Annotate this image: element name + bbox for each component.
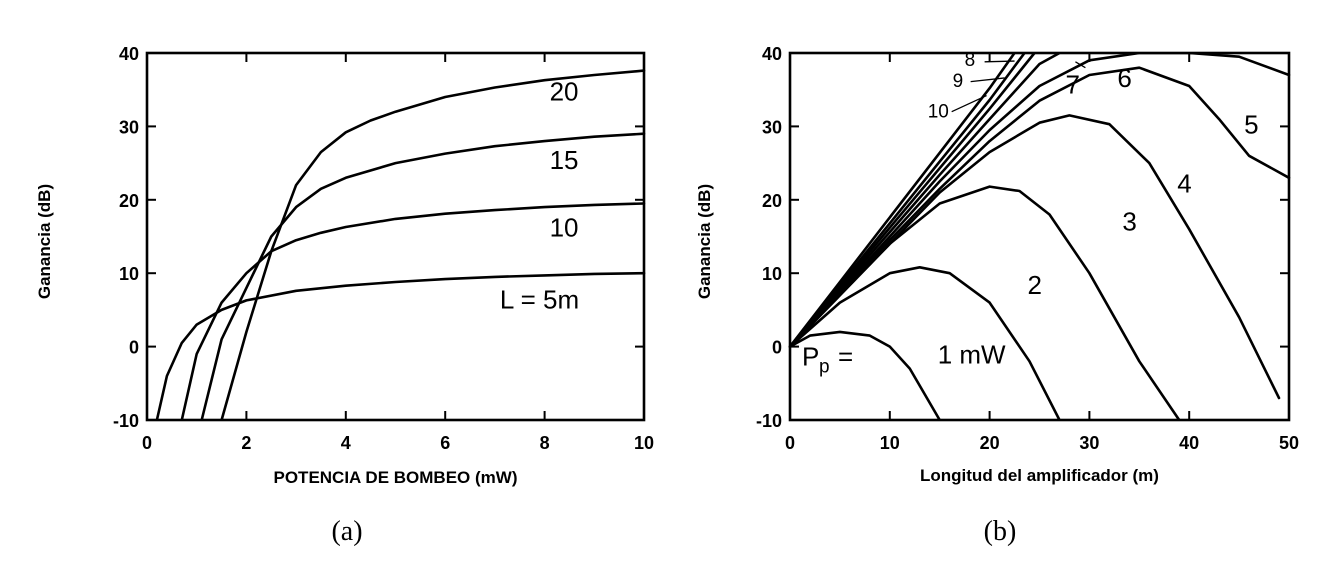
series-line-b-8 bbox=[788, 51, 1026, 348]
y-tick-label: 30 bbox=[119, 117, 139, 137]
label-leader-line bbox=[951, 94, 987, 113]
series-line-a-2 bbox=[200, 132, 646, 422]
series-line-a-1 bbox=[180, 202, 646, 422]
x-axis-label: POTENCIA DE BOMBEO (mW) bbox=[274, 468, 518, 487]
x-tick-label: 0 bbox=[142, 433, 152, 453]
series-line-b-0 bbox=[788, 330, 941, 422]
series-line-b-2 bbox=[788, 185, 1181, 422]
label-leader-line bbox=[970, 77, 1005, 83]
plot-frame bbox=[788, 51, 1291, 422]
series-line-b-3 bbox=[788, 114, 1281, 400]
x-tick-label: 6 bbox=[440, 433, 450, 453]
x-tick-label: 4 bbox=[341, 433, 351, 453]
curve-label: 8 bbox=[965, 50, 976, 71]
curve-label: 4 bbox=[1177, 168, 1191, 198]
curve-label: 5 bbox=[1244, 110, 1258, 140]
mask-bottom bbox=[730, 421, 1338, 441]
x-axis-label: Longitud del amplificador (m) bbox=[920, 466, 1159, 485]
curve-label: 10 bbox=[928, 102, 949, 123]
panel-caption: (b) bbox=[984, 516, 1017, 547]
series-line-b-6 bbox=[788, 51, 1061, 348]
y-tick-label: 40 bbox=[762, 44, 782, 64]
curve-label: 20 bbox=[550, 77, 579, 107]
x-tick-label: 30 bbox=[1079, 433, 1099, 453]
x-tick-label: 10 bbox=[880, 433, 900, 453]
label-leader-line bbox=[984, 60, 1015, 63]
mask-top bbox=[730, 0, 1338, 52]
y-tick-label: 20 bbox=[762, 191, 782, 211]
x-tick-label: 0 bbox=[785, 433, 795, 453]
series-line-a-0 bbox=[155, 271, 646, 422]
curve-label: 10 bbox=[550, 213, 579, 243]
curve-label: 3 bbox=[1122, 207, 1136, 237]
x-tick-label: 8 bbox=[540, 433, 550, 453]
pump-power-subscript: p bbox=[819, 357, 830, 378]
series-line-b-9 bbox=[788, 51, 1016, 348]
x-tick-label: 20 bbox=[980, 433, 1000, 453]
series-line-b-1 bbox=[788, 266, 1061, 422]
y-tick-label: -10 bbox=[113, 411, 139, 431]
y-tick-label: 40 bbox=[119, 44, 139, 64]
curve-label: 7 bbox=[1065, 69, 1079, 99]
curve-label: 2 bbox=[1028, 270, 1042, 300]
curve-label: L = 5m bbox=[500, 284, 579, 314]
y-axis-label: Ganancia (dB) bbox=[35, 184, 54, 299]
x-tick-label: 40 bbox=[1179, 433, 1199, 453]
label-leader-line bbox=[1075, 61, 1086, 69]
curve-label: 1 mW bbox=[938, 339, 1006, 369]
series-line-b-5 bbox=[788, 51, 1291, 348]
series-line-a-3 bbox=[220, 69, 646, 422]
plot-frame bbox=[145, 51, 646, 422]
pump-power-label: P bbox=[802, 342, 819, 372]
panel-caption: (a) bbox=[331, 516, 362, 547]
y-tick-label: 0 bbox=[772, 338, 782, 358]
x-tick-label: 50 bbox=[1279, 433, 1299, 453]
y-tick-label: -10 bbox=[756, 411, 782, 431]
y-tick-label: 20 bbox=[119, 191, 139, 211]
y-tick-label: 30 bbox=[762, 117, 782, 137]
y-tick-label: 10 bbox=[762, 264, 782, 284]
pump-power-equals: = bbox=[838, 342, 853, 372]
curve-label: 9 bbox=[953, 71, 964, 92]
x-tick-label: 2 bbox=[241, 433, 251, 453]
y-tick-label: 0 bbox=[129, 338, 139, 358]
series-line-b-4 bbox=[788, 66, 1291, 348]
y-tick-label: 10 bbox=[119, 264, 139, 284]
mask-top bbox=[87, 0, 704, 52]
x-tick-label: 10 bbox=[634, 433, 654, 453]
curve-label: 15 bbox=[550, 145, 579, 175]
curve-label: 6 bbox=[1117, 63, 1131, 93]
y-axis-label: Ganancia (dB) bbox=[695, 184, 714, 299]
mask-bottom bbox=[87, 421, 704, 441]
